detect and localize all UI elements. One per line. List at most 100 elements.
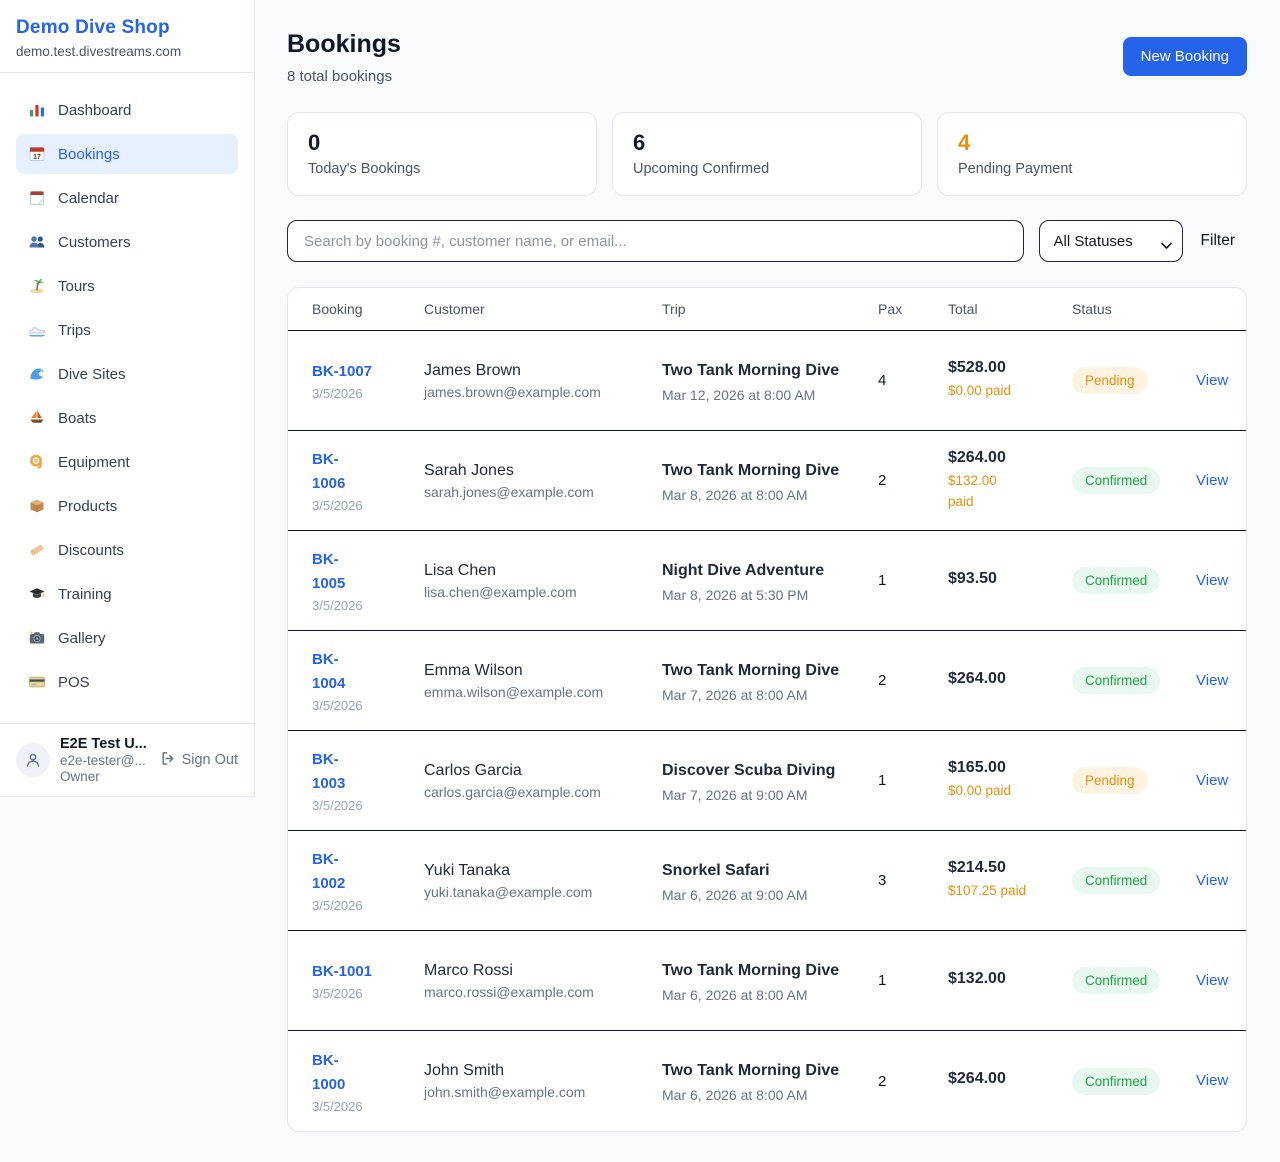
stat-label: Today's Bookings xyxy=(308,161,421,177)
view-link[interactable]: View xyxy=(1196,671,1229,689)
view-link[interactable]: View xyxy=(1196,471,1229,489)
booking-date: 3/5/2026 xyxy=(312,698,363,713)
col-header-booking: Booking xyxy=(312,301,363,317)
customer-email: marco.rossi@example.com xyxy=(424,983,594,1000)
booking-link[interactable]: BK- 1000 xyxy=(312,1051,346,1093)
user-info: E2E Test U... e2e-tester@... Owner xyxy=(60,736,149,784)
booking-date: 3/5/2026 xyxy=(312,798,363,813)
booking-link[interactable]: BK- 1004 xyxy=(312,651,346,692)
status-filter-select[interactable]: All Statuses xyxy=(1038,220,1183,262)
sign-out-button[interactable]: Sign Out xyxy=(159,750,238,771)
customer-email: lisa.chen@example.com xyxy=(424,583,577,600)
col-header-customer: Customer xyxy=(424,301,485,317)
sidebar-item-label: Dashboard xyxy=(58,101,132,119)
sign-out-icon xyxy=(159,750,176,771)
paid-amount: $0.00 paid xyxy=(948,783,1012,799)
view-link[interactable]: View xyxy=(1196,1072,1229,1089)
sidebar-item-trips[interactable]: Trips xyxy=(16,310,238,350)
status-badge: Confirmed xyxy=(1072,967,1161,994)
page-title: Bookings xyxy=(287,30,401,58)
total-amount: $132.00 xyxy=(948,969,1006,987)
new-booking-button[interactable]: New Booking xyxy=(1122,37,1247,76)
sidebar-item-dashboard[interactable]: Dashboard xyxy=(16,90,238,130)
view-link[interactable]: View xyxy=(1196,871,1229,889)
view-link[interactable]: View xyxy=(1196,571,1229,589)
sidebar-item-bookings[interactable]: 17 Bookings xyxy=(16,134,238,174)
status-badge: Confirmed xyxy=(1072,467,1161,494)
paid-amount: $0.00 paid xyxy=(948,383,1012,399)
stats-cards: 0 Today's Bookings 6 Upcoming Confirmed … xyxy=(287,112,1247,196)
view-link[interactable]: View xyxy=(1196,371,1229,389)
filter-button[interactable]: Filter xyxy=(1200,232,1235,249)
sidebar-item-gallery[interactable]: Gallery xyxy=(16,618,238,658)
pax-count: 3 xyxy=(878,872,887,889)
sidebar-item-label: Gallery xyxy=(58,629,106,647)
trip-name: Snorkel Safari xyxy=(662,861,770,879)
sidebar: Demo Dive Shop demo.test.divestreams.com… xyxy=(0,0,255,797)
sidebar-item-label: Discounts xyxy=(58,541,124,559)
status-badge: Pending xyxy=(1072,367,1148,394)
view-link[interactable]: View xyxy=(1196,971,1229,989)
diving-mask-icon xyxy=(28,453,46,471)
sidebar-item-tours[interactable]: Tours xyxy=(16,266,238,306)
booking-date: 3/5/2026 xyxy=(312,498,363,513)
trip-datetime: Mar 7, 2026 at 8:00 AM xyxy=(662,686,808,703)
stat-card-todays-bookings: 0 Today's Bookings xyxy=(287,112,597,196)
trip-datetime: Mar 12, 2026 at 8:00 AM xyxy=(662,386,816,403)
user-footer: E2E Test U... e2e-tester@... Owner Sign … xyxy=(0,723,254,796)
status-filter: All Statuses xyxy=(1038,220,1183,262)
customer-name: Sarah Jones xyxy=(424,461,514,479)
sidebar-item-label: Tours xyxy=(58,277,95,295)
sign-out-label: Sign Out xyxy=(181,752,238,768)
stat-label: Upcoming Confirmed xyxy=(633,161,770,177)
stat-value: 6 xyxy=(633,130,646,155)
main-content: Bookings 8 total bookings New Booking 0 … xyxy=(255,0,1280,1132)
paid-amount: $132.00 paid xyxy=(948,473,997,509)
pax-count: 2 xyxy=(878,672,887,689)
page-header: Bookings 8 total bookings New Booking xyxy=(287,30,1247,85)
view-link[interactable]: View xyxy=(1196,771,1229,789)
pax-count: 4 xyxy=(878,372,887,389)
sidebar-item-label: Training xyxy=(58,585,112,603)
stat-value: 4 xyxy=(958,130,971,155)
filter-bar: All Statuses Filter xyxy=(287,220,1247,262)
trip-datetime: Mar 8, 2026 at 8:00 AM xyxy=(662,486,808,503)
booking-date: 3/5/2026 xyxy=(312,986,363,1001)
sidebar-item-pos[interactable]: POS xyxy=(16,662,238,702)
tear-off-calendar-icon xyxy=(28,189,46,207)
total-amount: $93.50 xyxy=(948,569,997,587)
booking-link[interactable]: BK-1007 xyxy=(312,363,373,380)
booking-date: 3/5/2026 xyxy=(312,898,363,913)
pax-count: 1 xyxy=(878,772,887,789)
svg-text:17: 17 xyxy=(33,154,41,161)
booking-link[interactable]: BK- 1006 xyxy=(312,451,346,492)
sidebar-item-boats[interactable]: Boats xyxy=(16,398,238,438)
sidebar-item-products[interactable]: Products xyxy=(16,486,238,526)
trip-name: Two Tank Morning Dive xyxy=(662,361,840,379)
booking-link[interactable]: BK- 1005 xyxy=(312,551,346,592)
booking-link[interactable]: BK-1001 xyxy=(312,963,373,980)
sidebar-item-customers[interactable]: Customers xyxy=(16,222,238,262)
booking-link[interactable]: BK- 1003 xyxy=(312,751,346,792)
customer-email: carlos.garcia@example.com xyxy=(424,783,601,800)
pax-count: 1 xyxy=(878,572,887,589)
status-badge: Confirmed xyxy=(1072,567,1161,594)
customer-email: john.smith@example.com xyxy=(424,1084,586,1100)
total-amount: $165.00 xyxy=(948,759,1006,777)
search-input[interactable] xyxy=(287,220,1024,262)
trip-datetime: Mar 6, 2026 at 9:00 AM xyxy=(662,886,808,903)
sidebar-item-calendar[interactable]: Calendar xyxy=(16,178,238,218)
sidebar-item-dive-sites[interactable]: Dive Sites xyxy=(16,354,238,394)
total-amount: $264.00 xyxy=(948,669,1006,687)
booking-link[interactable]: BK- 1002 xyxy=(312,851,346,892)
col-header-status: Status xyxy=(1072,301,1112,317)
label-tag-icon xyxy=(28,541,46,559)
booking-date: 3/5/2026 xyxy=(312,598,363,613)
sidebar-item-equipment[interactable]: Equipment xyxy=(16,442,238,482)
table-row: BK- 1005 3/5/2026 Lisa Chen lisa.chen@ex… xyxy=(288,531,1246,631)
sidebar-item-training[interactable]: Training xyxy=(16,574,238,614)
person-icon xyxy=(26,753,40,767)
paid-amount: $107.25 paid xyxy=(948,883,1027,899)
sidebar-item-discounts[interactable]: Discounts xyxy=(16,530,238,570)
